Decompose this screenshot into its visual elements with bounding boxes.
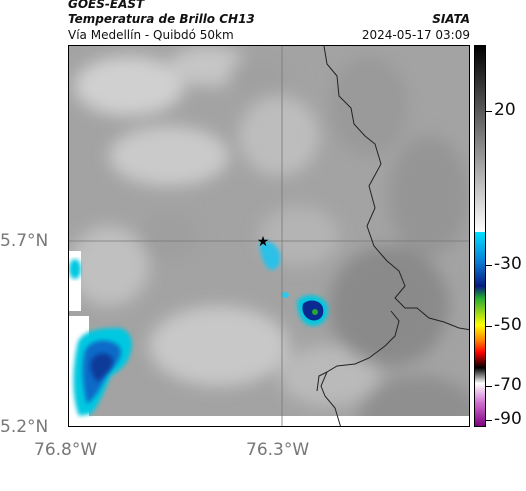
lat-label-5-2: 5.2°N bbox=[0, 417, 49, 437]
cold-edge bbox=[69, 259, 81, 279]
colorbar-tick bbox=[486, 265, 492, 266]
lon-label-76-8: 76.8°W bbox=[34, 440, 98, 460]
colorbar-tick bbox=[486, 111, 492, 112]
star-icon: ★ bbox=[257, 234, 270, 250]
boundary-spur bbox=[316, 371, 328, 392]
product-title: Temperatura de Brillo CH13 bbox=[68, 12, 255, 26]
lat-label-5-7: 5.7°N bbox=[0, 231, 49, 251]
colorbar-label-minus-70: -70 bbox=[494, 375, 522, 395]
department-boundary bbox=[323, 46, 469, 331]
map-panel[interactable]: ★ bbox=[68, 45, 470, 427]
timestamp-label: 2024-05-17 03:09 bbox=[361, 28, 470, 42]
cold-cloud-west bbox=[73, 327, 133, 416]
map-canvas: ★ bbox=[69, 46, 469, 426]
cold-speck bbox=[281, 292, 289, 298]
colorbar-label-minus-30: -30 bbox=[494, 254, 522, 274]
colorbar-tick bbox=[486, 326, 492, 327]
location-label: Vía Medellín - Quibdó 50km bbox=[68, 28, 234, 42]
colorbar-tick bbox=[486, 386, 492, 387]
colorbar-label-minus-50: -50 bbox=[494, 315, 522, 335]
colorbar bbox=[474, 45, 486, 427]
colorbar-tick bbox=[486, 420, 492, 421]
cold-cloud-marker bbox=[259, 241, 281, 270]
organization-label: SIATA bbox=[432, 12, 470, 26]
department-boundary-south bbox=[320, 310, 400, 426]
cold-cloud-core bbox=[297, 295, 329, 326]
cloud-texture bbox=[69, 46, 469, 426]
colorbar-label-minus-90: -90 bbox=[494, 409, 522, 429]
colorbar-label-20: 20 bbox=[494, 100, 516, 120]
satellite-title: GOES-EAST bbox=[68, 0, 145, 11]
lon-label-76-3: 76.3°W bbox=[246, 440, 310, 460]
